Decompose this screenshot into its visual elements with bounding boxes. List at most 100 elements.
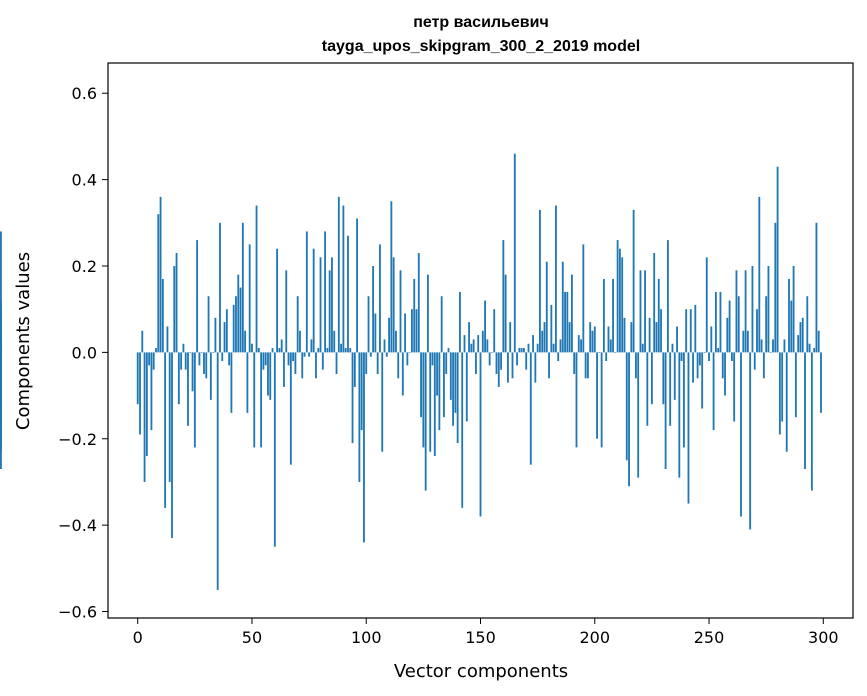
bar (532, 335, 534, 353)
bar (600, 352, 603, 448)
bar (182, 343, 185, 353)
bar (305, 231, 308, 353)
bar (682, 352, 685, 448)
bar (285, 270, 288, 353)
bar (438, 352, 441, 431)
bar (721, 352, 724, 379)
bar (765, 296, 768, 353)
bar (799, 322, 802, 353)
y-tick-label: −0.6 (58, 603, 97, 622)
y-tick-label: −0.2 (58, 430, 97, 449)
bar (500, 352, 502, 370)
bar (145, 352, 148, 457)
bar (769, 352, 772, 353)
bar (244, 330, 247, 353)
bar (650, 352, 653, 405)
bar (648, 317, 651, 353)
bar (461, 352, 464, 508)
bar (465, 352, 468, 422)
bar (214, 317, 217, 353)
bar (317, 348, 320, 353)
bar (724, 352, 726, 396)
bar (744, 270, 747, 353)
bar (671, 343, 674, 353)
bar (733, 352, 736, 422)
bar (283, 352, 285, 387)
bar (374, 313, 377, 353)
bar (735, 270, 738, 353)
bar (273, 352, 276, 547)
bar (230, 352, 233, 413)
bar (698, 352, 701, 366)
bar (491, 352, 493, 353)
bar (813, 348, 816, 353)
plot-frame (107, 62, 854, 619)
bar (616, 240, 619, 353)
bar (586, 352, 589, 379)
bar (239, 287, 242, 353)
bar (447, 348, 450, 353)
bar (219, 222, 221, 353)
bar (232, 304, 235, 353)
bar (267, 352, 269, 396)
bar (815, 222, 818, 353)
bar (742, 330, 745, 353)
bar (577, 335, 580, 353)
bar (445, 352, 448, 374)
bar (251, 343, 253, 353)
bar (561, 261, 564, 353)
bar (676, 326, 678, 353)
bar (657, 278, 660, 353)
bar (159, 196, 162, 353)
bar (381, 352, 384, 452)
bar (751, 266, 754, 353)
bar (431, 352, 434, 366)
bar (614, 352, 617, 353)
bar (495, 352, 498, 374)
bar (756, 309, 758, 353)
bar (669, 352, 672, 426)
bar (347, 235, 349, 353)
bar (241, 222, 244, 353)
bar (0, 231, 2, 353)
bar (216, 352, 219, 590)
bar (730, 352, 733, 362)
x-axis-label: Vector components (394, 661, 568, 682)
bar (173, 266, 176, 353)
bar (260, 352, 263, 448)
bar (420, 352, 422, 418)
bar (406, 352, 409, 366)
bar (806, 296, 809, 353)
bar (401, 352, 404, 396)
bar (539, 209, 541, 353)
bar (552, 343, 555, 353)
bar (164, 352, 167, 508)
bar (776, 166, 779, 353)
bar (566, 291, 569, 353)
bar (778, 352, 781, 435)
bar (557, 352, 560, 362)
bar (525, 352, 528, 370)
chart-title: петр васильевич (413, 14, 549, 31)
bar (337, 196, 340, 353)
x-tick-label: 200 (579, 628, 610, 647)
bar (518, 348, 521, 353)
bar (680, 352, 683, 362)
bar (808, 343, 811, 353)
bar (687, 352, 690, 504)
bar (710, 326, 713, 353)
bar (468, 322, 470, 353)
bar (717, 348, 720, 353)
bar (436, 352, 438, 396)
bar (452, 352, 454, 426)
bar (692, 352, 694, 383)
bar (399, 270, 402, 353)
bar (427, 274, 429, 353)
bar (646, 352, 649, 426)
bar (390, 201, 393, 353)
bar (605, 352, 608, 362)
bar (609, 339, 612, 353)
bar (271, 348, 274, 353)
